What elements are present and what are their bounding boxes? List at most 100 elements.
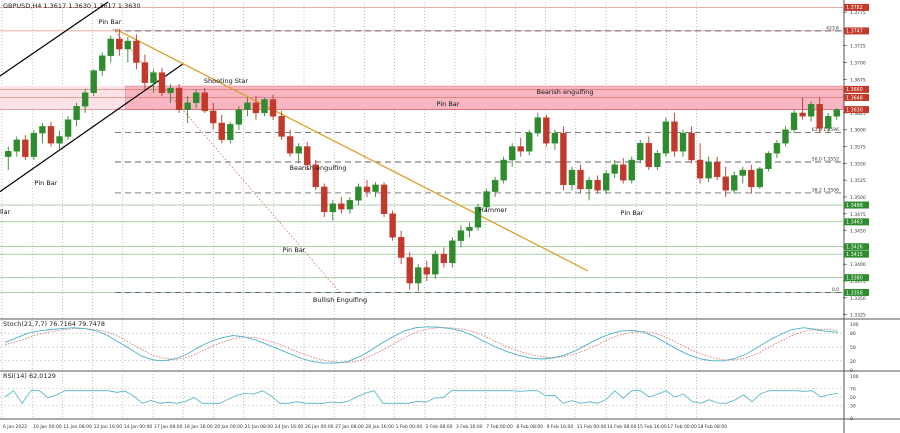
- candle-body: [517, 146, 524, 152]
- left-edge-label: llar: [0, 208, 11, 216]
- candle-body: [457, 230, 465, 241]
- rsi-axis-label: 50: [850, 395, 856, 401]
- candle-body: [585, 179, 593, 190]
- x-tick-label: 24 Jan 16:00: [275, 424, 304, 430]
- fib-level-label: 61.8 1.3596: [812, 127, 839, 133]
- y-tick-label: 1.3725: [850, 44, 866, 50]
- candle-body: [671, 121, 678, 152]
- candle-body: [628, 159, 635, 181]
- stoch-main-line: [4, 326, 839, 364]
- candle-body: [748, 169, 755, 188]
- price-tag: [844, 288, 869, 296]
- y-tick-label: 1.3700: [850, 61, 866, 67]
- rsi-label: RSI(14) 62.0129: [3, 372, 56, 380]
- candle-body: [210, 110, 217, 124]
- candle-body: [500, 159, 507, 181]
- candle-body: [508, 146, 516, 161]
- candle-body: [304, 146, 311, 165]
- price-tag-label: 1.3463: [846, 220, 863, 226]
- x-tick-label: 15 Feb 16:00: [637, 424, 667, 430]
- price-tag-label: 1.3747: [846, 29, 863, 35]
- candle-body: [415, 267, 422, 284]
- x-tick-label: 2 Feb 08:00: [426, 424, 453, 430]
- candle-body: [654, 153, 661, 167]
- x-tick-label: 26 Jan 00:00: [305, 424, 334, 430]
- stoch-axis-label: 100: [850, 322, 859, 328]
- pattern-annotation: Pin Bar: [99, 18, 122, 26]
- pattern-annotation: Hammer: [479, 206, 508, 214]
- price-tag-label: 1.3660: [846, 87, 863, 93]
- x-tick-label: 17 Feb 00:00: [667, 424, 697, 430]
- price-tag: [844, 218, 869, 226]
- x-tick-label: 7 Feb 00:00: [486, 424, 513, 430]
- candle-body: [483, 191, 490, 208]
- candle-body: [355, 186, 362, 201]
- x-tick-label: 11 Jan 08:00: [63, 424, 92, 430]
- candle-body: [39, 126, 46, 134]
- channel-line-upper: [0, 1, 109, 77]
- candle-body: [244, 102, 251, 110]
- y-tick-label: 1.3500: [850, 195, 866, 201]
- candle-body: [790, 112, 798, 130]
- candle-body: [645, 142, 653, 167]
- candle-body: [175, 87, 183, 110]
- candle-body: [807, 103, 815, 117]
- candle-body: [363, 186, 371, 192]
- candle-body: [64, 119, 72, 137]
- candle-body: [201, 92, 208, 112]
- pattern-annotation: Pin Bar: [621, 209, 644, 217]
- candle-body: [150, 72, 157, 83]
- candle-body: [99, 55, 106, 71]
- candle-body: [722, 176, 729, 191]
- candle-body: [568, 169, 576, 186]
- candle-body: [577, 169, 584, 190]
- candle-body: [560, 132, 567, 186]
- candle-body: [286, 136, 294, 154]
- stoch-signal-line: [4, 327, 839, 364]
- candle-body: [705, 161, 712, 179]
- rsi-axis-label: 30: [850, 403, 856, 409]
- price-tag: [844, 3, 869, 11]
- price-tag: [844, 85, 869, 93]
- pattern-annotation: Bearish engulfing: [536, 88, 593, 96]
- fib-level-label: 423.6: [826, 25, 839, 31]
- x-tick-label: 28 Jan 16:00: [365, 424, 394, 430]
- y-tick-label: 1.3450: [850, 229, 866, 235]
- price-tag-label: 1.3358: [846, 290, 863, 296]
- candle-body: [192, 92, 200, 104]
- candle-body: [594, 179, 601, 191]
- candle-body: [739, 169, 746, 176]
- candle-body: [329, 203, 337, 212]
- candle-body: [346, 200, 354, 210]
- channel-line-lower: [0, 63, 184, 193]
- candle-body: [124, 40, 132, 50]
- candle-body: [22, 139, 29, 157]
- candle-body: [218, 122, 225, 141]
- candle-body: [756, 168, 764, 188]
- candle-body: [116, 38, 123, 50]
- y-tick-label: 1.3400: [850, 262, 866, 268]
- y-tick-label: 1.3375: [850, 279, 866, 285]
- x-tick-label: 11 Feb 00:00: [577, 424, 607, 430]
- candle-body: [90, 70, 97, 93]
- candle-body: [73, 106, 80, 120]
- stoch-axis-label: 20: [850, 359, 856, 365]
- y-tick-label: 1.3600: [850, 128, 866, 134]
- x-tick-label: 3 Feb 16:00: [456, 424, 483, 430]
- candle-body: [227, 124, 234, 141]
- price-tag: [844, 250, 869, 258]
- candle-body: [397, 237, 405, 258]
- candle-body: [526, 132, 533, 152]
- candle-body: [474, 206, 482, 228]
- candle-body: [620, 164, 627, 181]
- stoch-axis-label: 50: [850, 345, 856, 351]
- price-tag: [844, 27, 869, 35]
- candle-body: [432, 253, 439, 275]
- stoch-label: Stoch(21,7,7) 76.7164 79.7478: [3, 320, 105, 328]
- candle-body: [81, 92, 89, 107]
- candle-body: [56, 136, 63, 144]
- y-tick-label: 1.3475: [850, 212, 866, 218]
- symbol-info: GBPUSD,H4 1.3617 1.3630 1.3617 1.3630: [3, 2, 141, 10]
